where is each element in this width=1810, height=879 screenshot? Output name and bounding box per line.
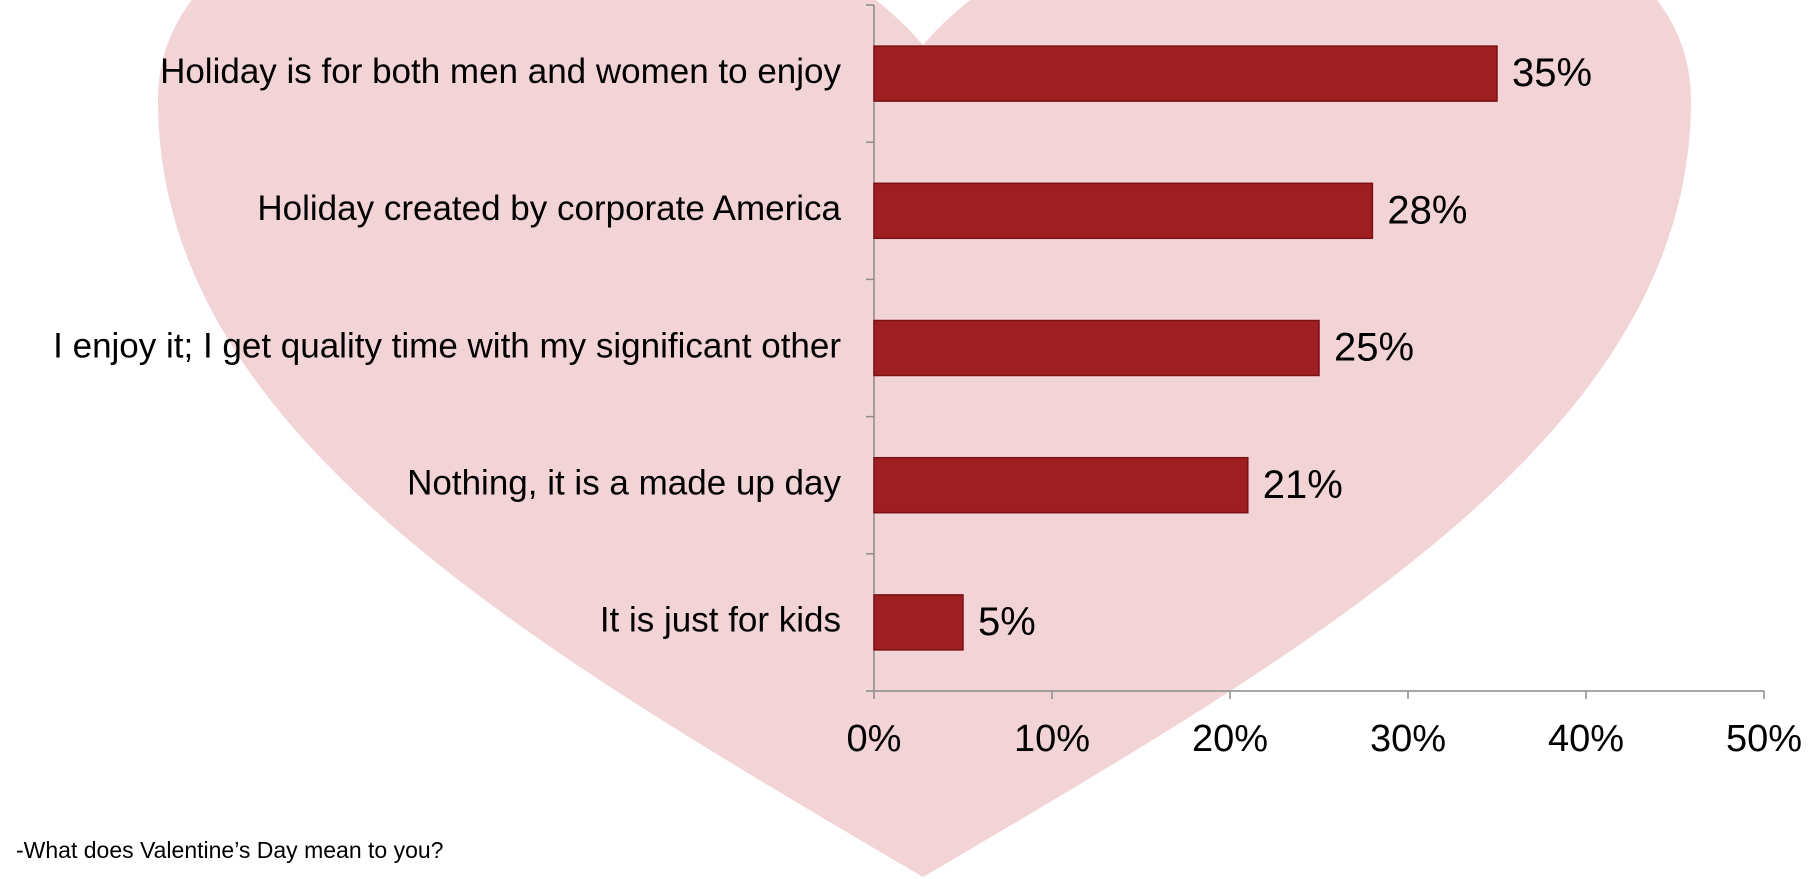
- bar: [873, 456, 1249, 514]
- bar: [873, 319, 1320, 377]
- value-label: 28%: [1387, 188, 1467, 232]
- value-label: 5%: [978, 600, 1036, 644]
- heart-background: [158, 0, 1691, 877]
- y-tick-label: Holiday is for both men and women to enj…: [160, 52, 841, 91]
- x-tick-label: 20%: [1192, 718, 1268, 760]
- y-tick-label: It is just for kids: [600, 601, 841, 640]
- x-tick-label: 30%: [1370, 718, 1446, 760]
- bar: [873, 45, 1498, 102]
- value-label: 25%: [1334, 326, 1414, 370]
- x-tick-label: 50%: [1726, 718, 1802, 760]
- y-tick-label: Holiday created by corporate America: [257, 189, 841, 228]
- y-tick-label: I enjoy it; I get quality time with my s…: [53, 326, 841, 365]
- x-tick-label: 40%: [1548, 718, 1624, 760]
- x-tick-label: 10%: [1014, 718, 1090, 760]
- bar: [873, 182, 1374, 240]
- x-tick-label: 0%: [847, 718, 902, 760]
- y-tick-label: Nothing, it is a made up day: [407, 463, 841, 502]
- caption: -What does Valentine’s Day mean to you?: [16, 837, 443, 863]
- bar: [873, 594, 964, 651]
- value-label: 21%: [1263, 463, 1343, 507]
- value-label: 35%: [1512, 51, 1592, 95]
